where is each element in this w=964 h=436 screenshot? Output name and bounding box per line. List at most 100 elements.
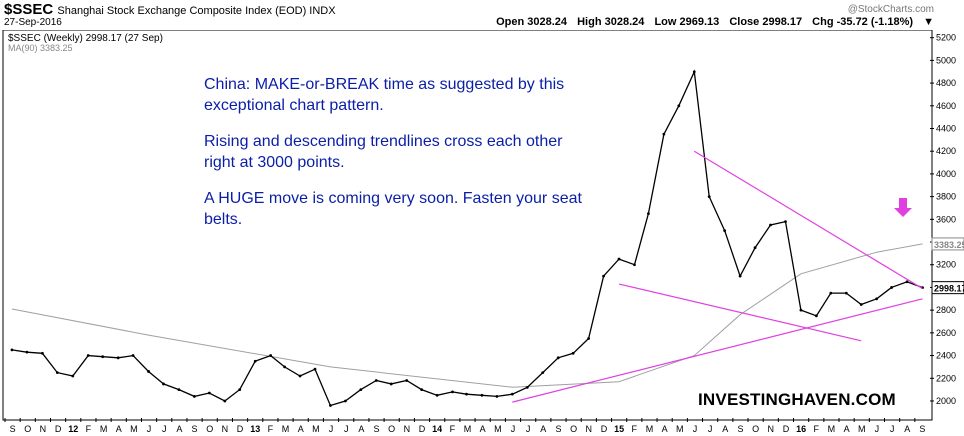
x-tick-label: S: [374, 424, 380, 434]
annotation: China: MAKE-or-BREAK time as suggested b…: [204, 74, 584, 245]
price-point: [587, 337, 591, 340]
price-point: [223, 399, 227, 403]
close-value: Close 2998.17: [729, 16, 803, 28]
x-tick-label: F: [450, 424, 456, 434]
price-point: [55, 371, 59, 374]
brand-logo: @StockCharts.com: [847, 4, 934, 15]
price-point: [207, 391, 211, 395]
change-arrow-icon: ▼: [923, 16, 934, 28]
x-tick-label: J: [890, 424, 895, 434]
symbol-title: $SSEC Shanghai Stock Exchange Composite …: [4, 1, 336, 18]
y-tick-label: 2800: [936, 305, 956, 315]
x-tick-label: A: [662, 424, 668, 434]
price-point: [707, 195, 711, 199]
price-point: [784, 220, 787, 223]
x-tick-label: M: [858, 424, 866, 434]
price-point: [875, 297, 879, 301]
price-point: [147, 370, 150, 373]
x-tick-label: D: [237, 424, 244, 434]
y-tick-label: 2400: [936, 351, 956, 361]
y-tick-label: 2200: [936, 373, 956, 383]
price-point: [769, 223, 772, 227]
price-point: [25, 350, 29, 354]
price-point: [662, 132, 666, 136]
y-tick-label: 5200: [936, 33, 956, 43]
price-point: [723, 229, 727, 233]
price-point: [890, 286, 894, 289]
y-tick-label: 3200: [936, 260, 956, 270]
x-tick-label: N: [404, 424, 411, 434]
price-point: [313, 367, 317, 371]
y-tick-label: 4400: [936, 124, 956, 134]
watermark: INVESTINGHAVEN.COM: [698, 390, 896, 409]
x-tick-label: S: [192, 424, 198, 434]
price-point: [571, 351, 575, 355]
price-point: [480, 393, 484, 397]
price-last-label-box: [931, 281, 964, 295]
price-point: [269, 354, 273, 357]
index-description: Shanghai Stock Exchange Composite Index …: [57, 5, 336, 17]
price-point: [162, 382, 165, 386]
x-tick-label: M: [828, 424, 836, 434]
price-point: [905, 280, 909, 284]
x-tick-label: 14: [432, 424, 442, 434]
trendlines: [512, 150, 923, 403]
open-value: Open 3028.24: [496, 16, 568, 28]
price-point: [420, 388, 424, 392]
price-point: [525, 385, 529, 389]
price-point: [405, 379, 409, 382]
x-tick-label: 15: [614, 424, 624, 434]
price-point: [495, 395, 499, 398]
price-point: [465, 392, 468, 396]
x-tick-label: A: [844, 424, 850, 434]
price-point: [192, 395, 196, 398]
x-tick-label: A: [298, 424, 304, 434]
x-tick-label: M: [100, 424, 108, 434]
ma-line: [11, 243, 923, 388]
x-tick-label: F: [814, 424, 820, 434]
price-point: [633, 263, 636, 267]
price-point: [343, 399, 347, 403]
x-tick-label: 12: [68, 424, 78, 434]
annotation-line-2: Rising and descending trendlines cross e…: [204, 133, 563, 171]
x-tick-label: J: [344, 424, 349, 434]
ma-last-label: 3383.25: [934, 240, 964, 250]
price-point: [238, 388, 242, 392]
x-tick-label: M: [494, 424, 502, 434]
x-tick-label: O: [388, 424, 395, 434]
x-tick-label: M: [130, 424, 138, 434]
x-tick-label: F: [268, 424, 274, 434]
price-point: [753, 246, 757, 250]
ma-last-label-box: [931, 237, 964, 251]
y-tick-label: 2000: [936, 396, 956, 406]
x-tick-label: F: [632, 424, 638, 434]
x-tick-label: J: [511, 424, 516, 434]
price-point: [829, 291, 833, 295]
x-tick-label: M: [646, 424, 654, 434]
x-tick-label: M: [676, 424, 684, 434]
change-value: Chg -35.72 (-1.18%): [812, 16, 914, 28]
price-point: [10, 348, 14, 352]
price-point: [844, 291, 848, 295]
high-value: High 3028.24: [577, 16, 645, 28]
x-tick-label: A: [116, 424, 122, 434]
price-point: [329, 404, 332, 407]
x-tick-label: O: [570, 424, 577, 434]
x-axis: S O N D 12 F M A M J J A S O N D 13 F M A M J J A S O N D 14 F M A M J J A S…: [4, 418, 925, 434]
trendline-rising: [512, 298, 923, 403]
price-point: [253, 359, 257, 363]
price-point: [799, 308, 803, 312]
annotation-line-3: A HUGE move is coming very soon. Fasten …: [204, 190, 582, 228]
price-series: [10, 69, 924, 407]
x-tick-label: N: [586, 424, 593, 434]
last-value-labels: 3383.25 2998.17: [931, 237, 964, 295]
x-tick-label: D: [783, 424, 790, 434]
x-tick-label: 16: [796, 424, 806, 434]
x-tick-label: A: [480, 424, 486, 434]
chart-date: 27-Sep-2016: [4, 17, 62, 28]
y-axis: 2000220024002600280030003200340036003800…: [930, 33, 956, 406]
price-point: [40, 351, 44, 355]
price-point: [86, 354, 90, 357]
trendline-descending-lower: [618, 283, 862, 342]
price-point: [298, 374, 302, 378]
